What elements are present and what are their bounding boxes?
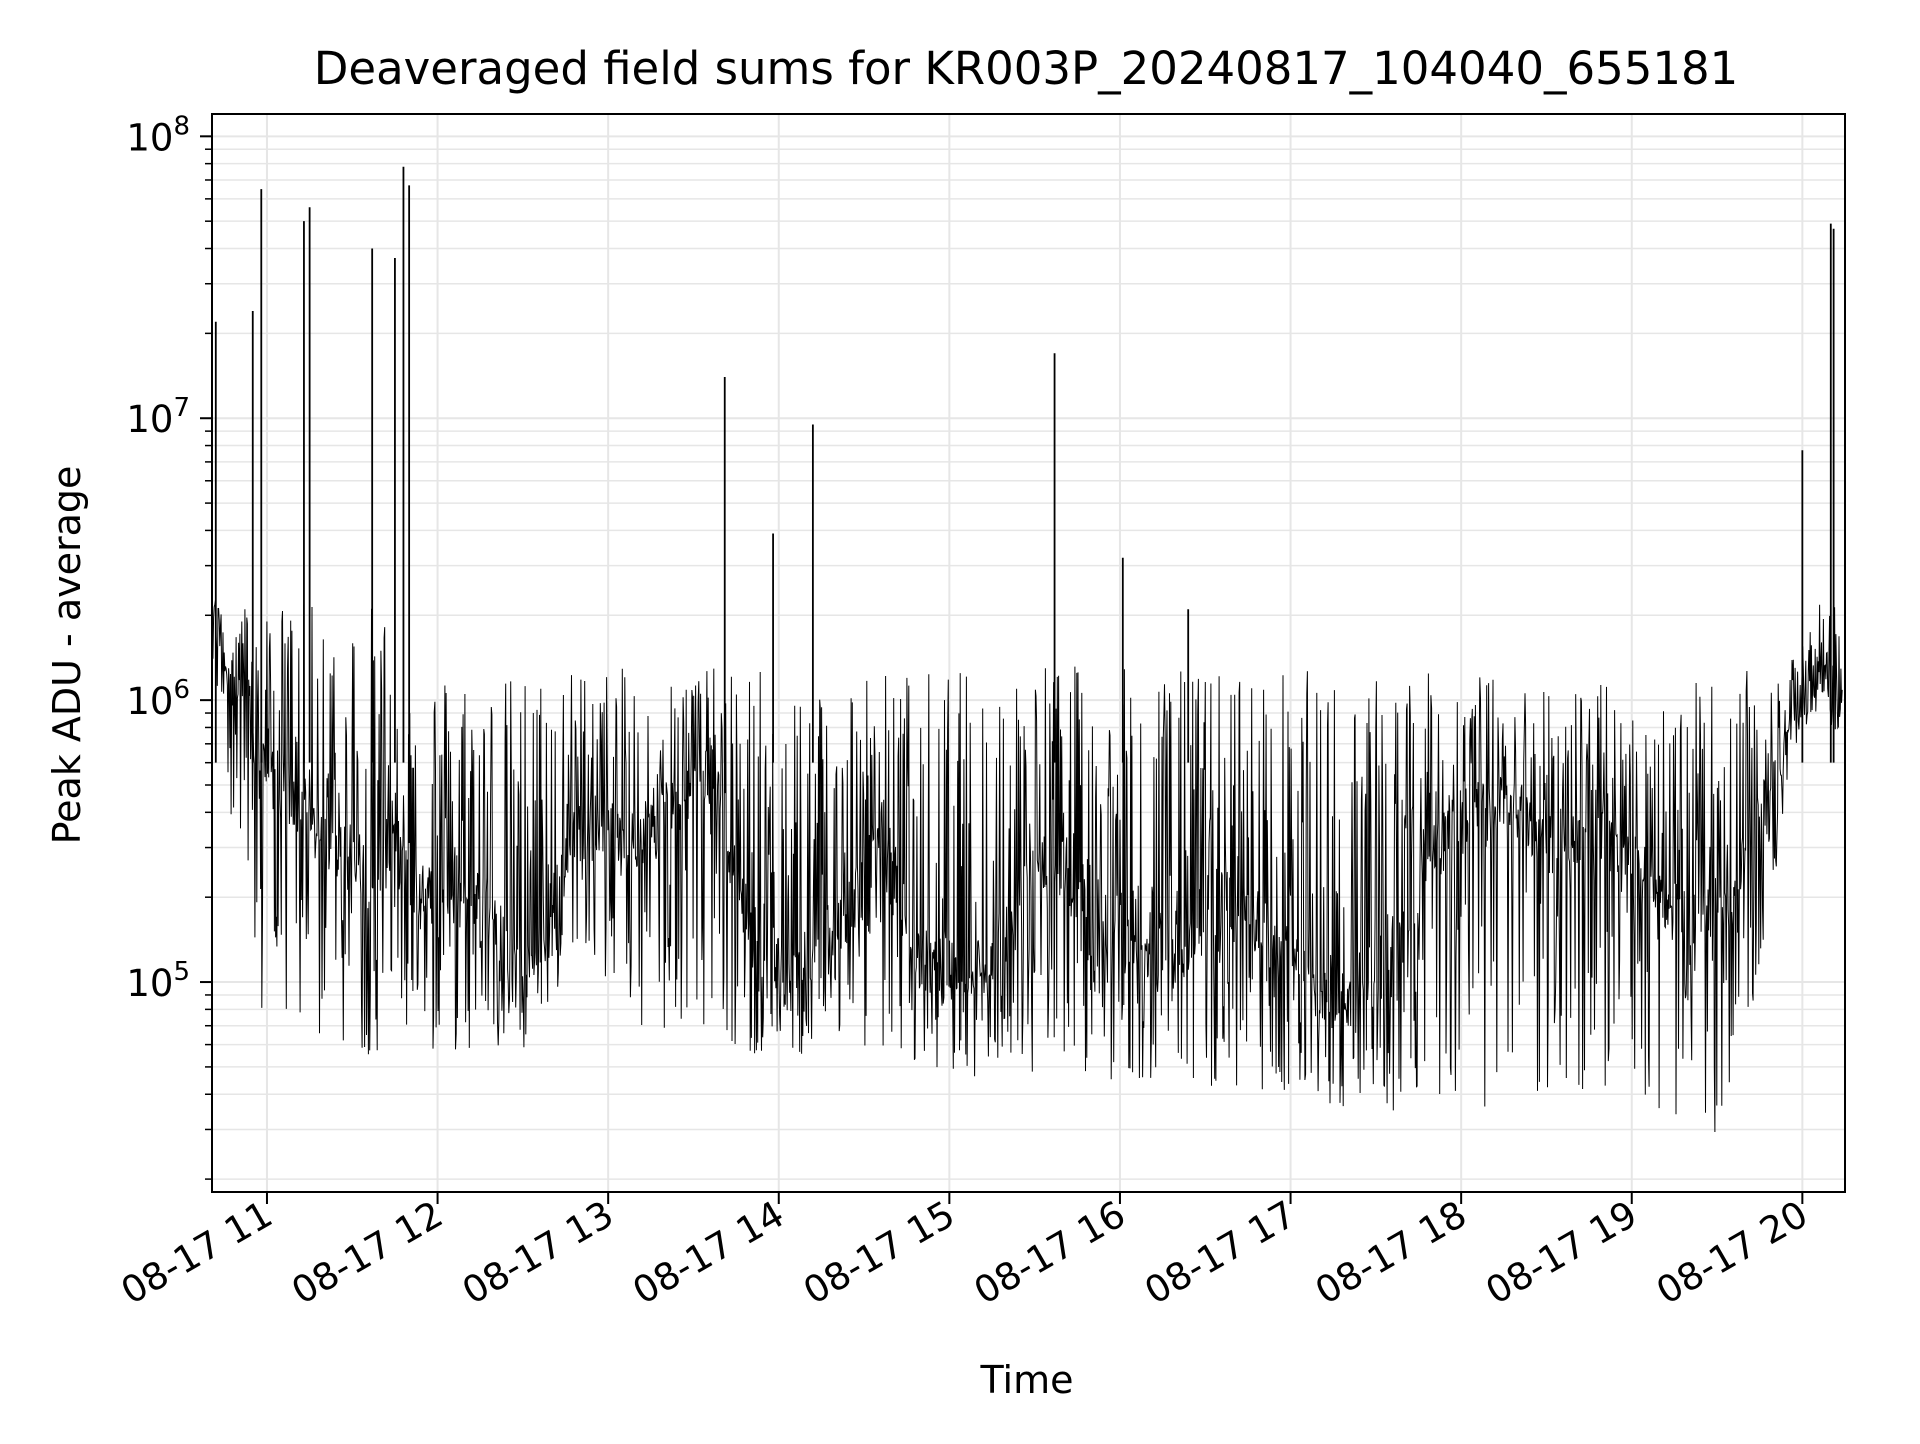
- y-tick-exponent: 7: [173, 393, 190, 423]
- y-tick-label: 105: [126, 957, 190, 1005]
- y-tick-label: 106: [126, 675, 190, 723]
- data-series: [212, 166, 1843, 1133]
- y-tick-label: 108: [126, 111, 190, 159]
- plot-frame: [211, 113, 1846, 1193]
- y-tick-base: 10: [126, 398, 173, 441]
- y-tick-base: 10: [126, 116, 173, 159]
- chart-title: Deaveraged field sums for KR003P_2024081…: [314, 42, 1738, 95]
- y-tick-exponent: 8: [173, 111, 190, 141]
- y-axis-label: Peak ADU - average: [45, 466, 89, 845]
- series-line: [212, 599, 1843, 1133]
- y-tick-base: 10: [126, 962, 173, 1005]
- y-tick-exponent: 6: [173, 675, 190, 705]
- y-tick-base: 10: [126, 680, 173, 723]
- y-tick-exponent: 5: [173, 957, 190, 987]
- y-tick-label: 107: [126, 393, 190, 441]
- x-axis-label: Time: [980, 1358, 1074, 1402]
